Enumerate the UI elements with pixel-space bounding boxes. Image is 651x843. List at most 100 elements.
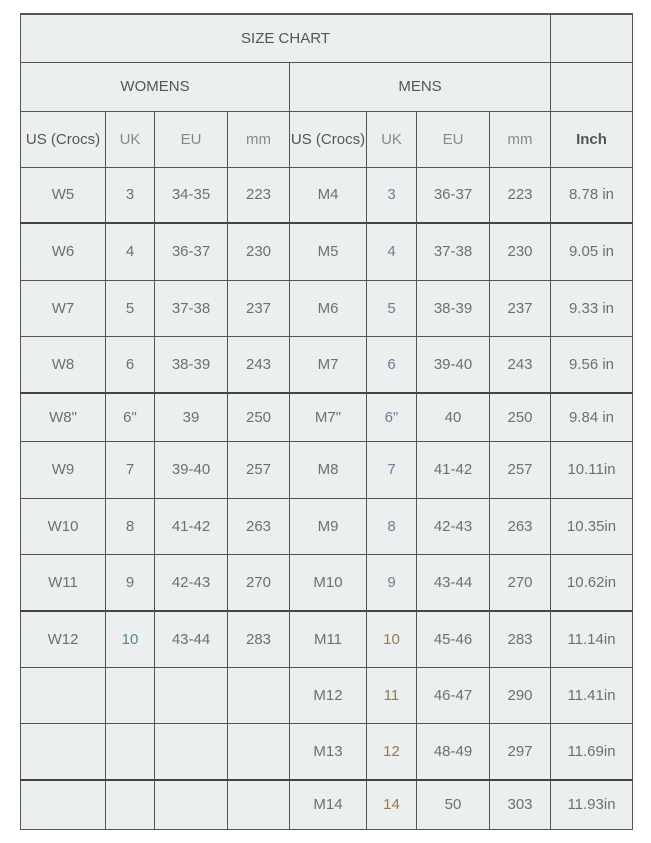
cell-us-mens: M12 — [289, 666, 367, 724]
cell-uk-womens: 8 — [105, 497, 155, 555]
cell-us-mens: M5 — [289, 222, 367, 281]
cell-mm-womens — [227, 779, 290, 830]
cell-us-mens: M11 — [289, 610, 367, 668]
cell-us-womens: W12 — [20, 610, 106, 668]
cell-us-womens: W7 — [20, 279, 106, 337]
cell-mm-womens: 283 — [227, 610, 290, 668]
cell-eu-womens: 39 — [154, 392, 228, 442]
table-row: W10 8 41-42 263 M9 8 42-43 263 10.35in — [20, 497, 633, 555]
cell-eu-womens: 36-37 — [154, 222, 228, 281]
cell-eu-mens: 45-46 — [416, 610, 490, 668]
cell-us-womens: W8" — [20, 392, 106, 442]
cell-uk-womens — [105, 779, 155, 830]
cell-us-womens — [20, 779, 106, 830]
cell-eu-mens: 36-37 — [416, 166, 490, 224]
cell-inch: 8.78 in — [550, 166, 633, 224]
cell-eu-mens: 37-38 — [416, 222, 490, 281]
col-header-eu-mens: EU — [416, 110, 490, 168]
empty-cell — [550, 13, 633, 63]
cell-eu-womens — [154, 722, 228, 781]
empty-cell — [550, 61, 633, 112]
table-row: M12 11 46-47 290 11.41in — [20, 666, 633, 724]
cell-mm-mens: 263 — [489, 497, 551, 555]
cell-eu-womens: 41-42 — [154, 497, 228, 555]
cell-us-womens: W6 — [20, 222, 106, 281]
mens-header: MENS — [289, 61, 551, 112]
table-row: W8 6 38-39 243 M7 6 39-40 243 9.56 in — [20, 335, 633, 394]
cell-mm-womens: 263 — [227, 497, 290, 555]
cell-eu-womens: 38-39 — [154, 335, 228, 394]
cell-uk-womens: 4 — [105, 222, 155, 281]
cell-us-womens: W5 — [20, 166, 106, 224]
cell-us-mens: M6 — [289, 279, 367, 337]
cell-eu-mens: 48-49 — [416, 722, 490, 781]
cell-mm-mens: 290 — [489, 666, 551, 724]
cell-inch: 11.69in — [550, 722, 633, 781]
cell-us-mens: M10 — [289, 553, 367, 612]
cell-inch: 10.11in — [550, 440, 633, 499]
cell-uk-mens: 8 — [366, 497, 417, 555]
cell-eu-mens: 38-39 — [416, 279, 490, 337]
cell-uk-womens: 5 — [105, 279, 155, 337]
cell-mm-mens: 303 — [489, 779, 551, 830]
cell-eu-womens: 42-43 — [154, 553, 228, 612]
cell-uk-mens: 6 — [366, 335, 417, 394]
cell-inch: 9.84 in — [550, 392, 633, 442]
cell-us-mens: M7" — [289, 392, 367, 442]
table-row: M13 12 48-49 297 11.69in — [20, 722, 633, 781]
cell-eu-womens — [154, 666, 228, 724]
cell-uk-mens: 3 — [366, 166, 417, 224]
cell-us-mens: M8 — [289, 440, 367, 499]
cell-eu-womens: 43-44 — [154, 610, 228, 668]
cell-eu-womens: 37-38 — [154, 279, 228, 337]
table-row: W9 7 39-40 257 M8 7 41-42 257 10.11in — [20, 440, 633, 499]
cell-eu-mens: 41-42 — [416, 440, 490, 499]
table-row: W12 10 43-44 283 M11 10 45-46 283 11.14in — [20, 610, 633, 668]
cell-mm-mens: 237 — [489, 279, 551, 337]
cell-mm-womens — [227, 722, 290, 781]
cell-inch: 10.35in — [550, 497, 633, 555]
cell-us-womens — [20, 722, 106, 781]
cell-uk-mens: 7 — [366, 440, 417, 499]
cell-inch: 10.62in — [550, 553, 633, 612]
cell-us-mens: M9 — [289, 497, 367, 555]
cell-uk-womens: 9 — [105, 553, 155, 612]
cell-uk-mens: 11 — [366, 666, 417, 724]
cell-uk-mens: 6" — [366, 392, 417, 442]
cell-mm-womens: 257 — [227, 440, 290, 499]
cell-eu-mens: 46-47 — [416, 666, 490, 724]
cell-uk-mens: 4 — [366, 222, 417, 281]
cell-mm-mens: 230 — [489, 222, 551, 281]
cell-us-womens: W9 — [20, 440, 106, 499]
cell-us-mens: M14 — [289, 779, 367, 830]
cell-inch: 9.05 in — [550, 222, 633, 281]
cell-uk-mens: 12 — [366, 722, 417, 781]
cell-uk-mens: 5 — [366, 279, 417, 337]
col-header-uk-mens: UK — [366, 110, 417, 168]
cell-eu-mens: 50 — [416, 779, 490, 830]
cell-inch: 11.41in — [550, 666, 633, 724]
table-row: W11 9 42-43 270 M10 9 43-44 270 10.62in — [20, 553, 633, 612]
col-header-mm-womens: mm — [227, 110, 290, 168]
cell-mm-womens: 270 — [227, 553, 290, 612]
size-chart-title: SIZE CHART — [20, 13, 551, 63]
cell-eu-mens: 43-44 — [416, 553, 490, 612]
cell-uk-mens: 9 — [366, 553, 417, 612]
cell-mm-mens: 283 — [489, 610, 551, 668]
cell-uk-womens — [105, 666, 155, 724]
cell-mm-womens — [227, 666, 290, 724]
cell-mm-mens: 250 — [489, 392, 551, 442]
table-row: W6 4 36-37 230 M5 4 37-38 230 9.05 in — [20, 222, 633, 281]
cell-eu-womens — [154, 779, 228, 830]
cell-inch: 11.14in — [550, 610, 633, 668]
cell-uk-womens: 10 — [105, 610, 155, 668]
col-header-us-womens: US (Crocs) — [20, 110, 106, 168]
table-row: W7 5 37-38 237 M6 5 38-39 237 9.33 in — [20, 279, 633, 337]
cell-uk-womens: 3 — [105, 166, 155, 224]
cell-eu-mens: 39-40 — [416, 335, 490, 394]
col-header-mm-mens: mm — [489, 110, 551, 168]
cell-mm-mens: 297 — [489, 722, 551, 781]
cell-eu-womens: 34-35 — [154, 166, 228, 224]
cell-mm-womens: 230 — [227, 222, 290, 281]
cell-uk-womens — [105, 722, 155, 781]
